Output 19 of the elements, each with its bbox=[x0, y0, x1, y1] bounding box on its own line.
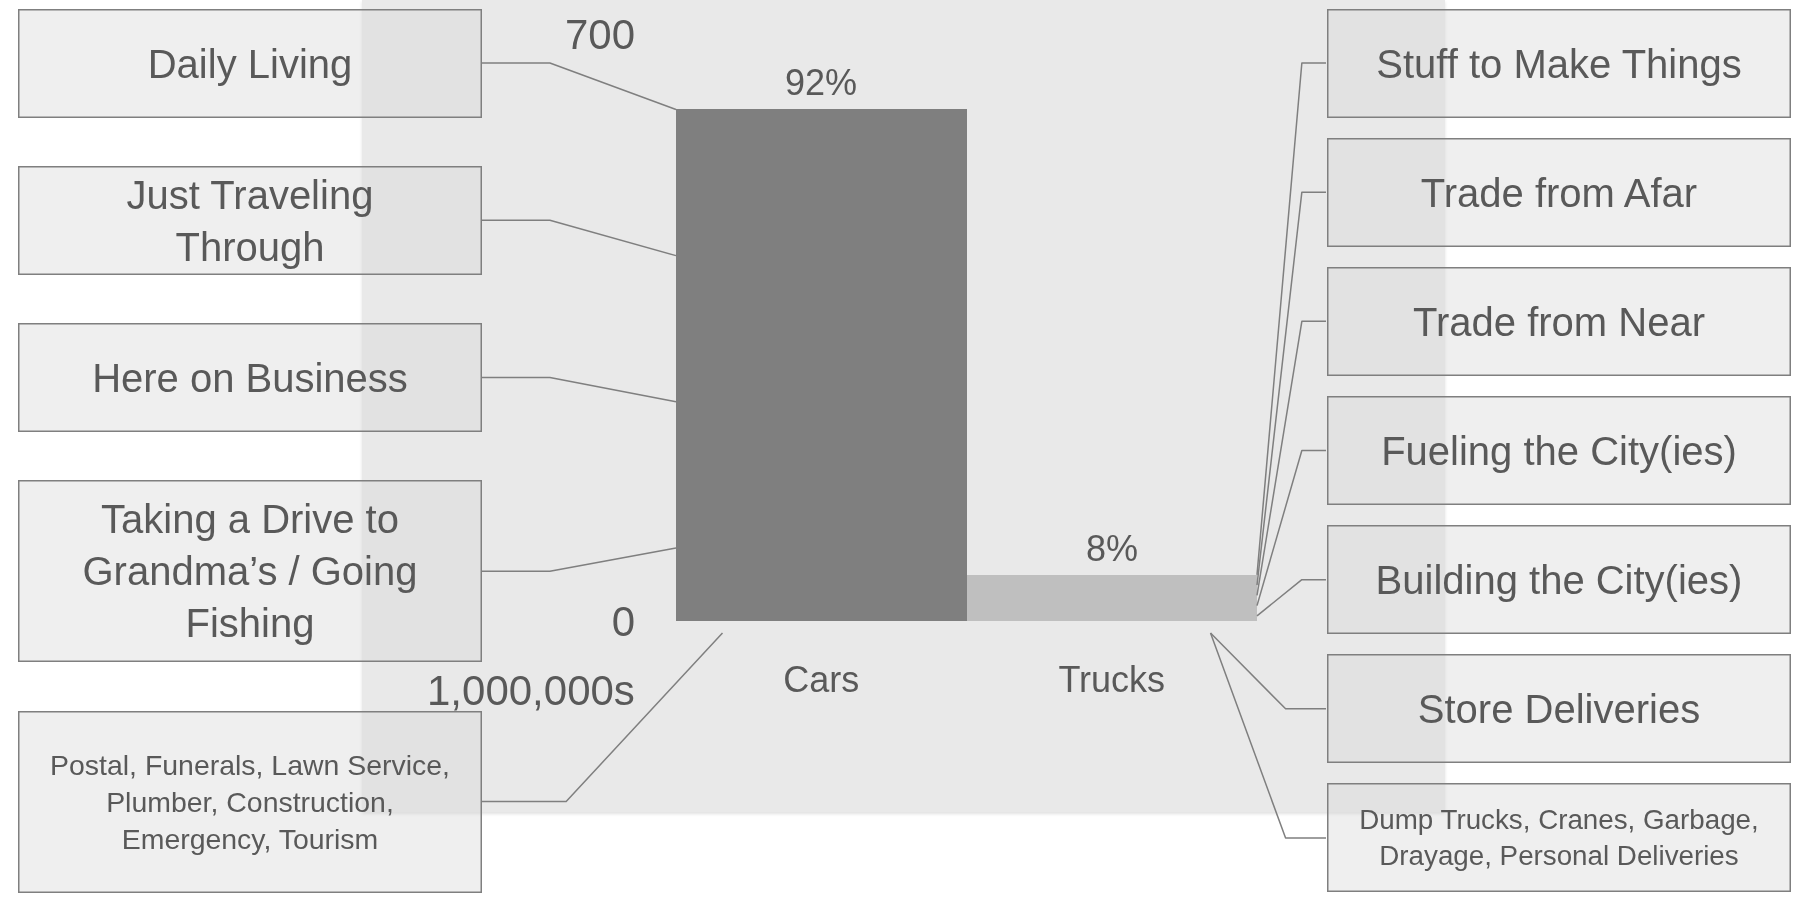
text: Daily Living bbox=[147, 41, 353, 86]
text: Here on Business bbox=[92, 355, 408, 400]
text: Store Deliveries bbox=[1417, 686, 1701, 731]
x-tick-label: Trucks bbox=[1058, 659, 1166, 700]
text: Taking a Drive to Grandma’s / Going Fishing bbox=[82, 497, 418, 645]
y-axis-title: 1,000,000s bbox=[427, 667, 635, 714]
text: Just Traveling Through bbox=[126, 172, 374, 269]
y-tick-label: 700 bbox=[564, 10, 635, 58]
x-tick-label: Cars bbox=[783, 659, 860, 700]
text: Dump Trucks, Cranes, Garbage, Drayage, Personal Deliveries bbox=[1359, 803, 1759, 872]
text: Stuff to Make Things bbox=[1376, 41, 1742, 86]
annotation: 8% bbox=[1086, 528, 1139, 569]
text: Trade from Near bbox=[1413, 299, 1705, 344]
y-tick-label: 0 bbox=[611, 597, 635, 645]
text: Building the City(ies) bbox=[1375, 557, 1743, 602]
text: Trade from Afar bbox=[1420, 170, 1698, 215]
annotation: 92% bbox=[785, 62, 858, 103]
text: Postal, Funerals, Lawn Service, Plumber, Construction, Emergency, Tourism bbox=[50, 749, 450, 855]
text: Fueling the City(ies) bbox=[1381, 428, 1737, 473]
